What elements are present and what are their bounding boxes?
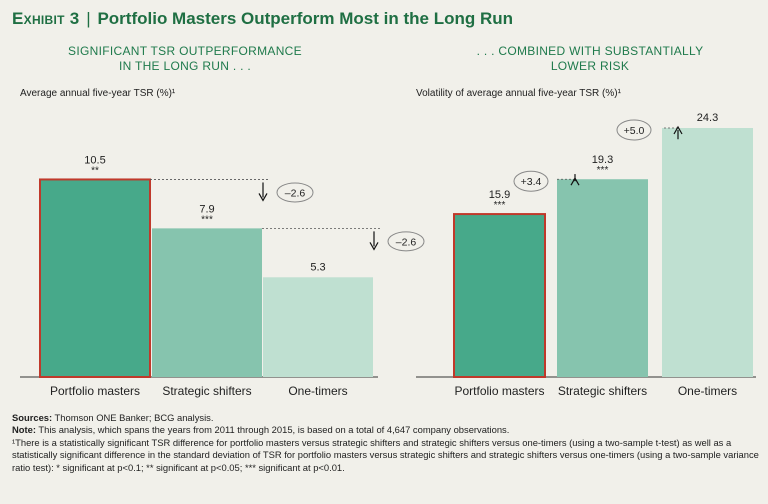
left-value-label: 7.9 — [199, 203, 214, 215]
footnote: ¹There is a statistically significant TS… — [12, 436, 759, 473]
right-bar-one-timers — [662, 128, 753, 377]
right-value-label: 19.3 — [592, 154, 613, 166]
left-significance-label: ** — [91, 165, 99, 176]
right-value-label: 15.9 — [489, 189, 510, 201]
sources-label: Sources: — [12, 412, 53, 423]
right-delta-oval — [513, 170, 549, 192]
right-chart-title-line: . . . COMBINED WITH SUBSTANTIALLY — [476, 44, 704, 58]
note-text: This analysis, which spans the years fro… — [35, 424, 510, 436]
sources-text: Thomson ONE Banker; BCG analysis. — [52, 412, 214, 423]
left-category-label: Strategic shifters — [162, 384, 251, 398]
left-category-label: One-timers — [288, 384, 347, 398]
left-significance-label: *** — [201, 214, 213, 225]
left-delta-label: –2.6 — [285, 187, 306, 199]
note-label: Note: — [12, 424, 36, 436]
right-bar-portfolio-masters — [453, 213, 546, 378]
right-category-label: One-timers — [678, 384, 737, 398]
right-chart-title-line: LOWER RISK — [550, 59, 630, 73]
left-bar-strategic-shifters — [152, 228, 262, 377]
left-arrow-head — [258, 193, 268, 202]
exhibit-title: Exhibit 3 | Portfolio Masters Outperform… — [12, 9, 513, 29]
footer-notes: Sources: Thomson ONE Banker; BCG analysi… — [12, 412, 760, 474]
left-category-label: Portfolio masters — [50, 384, 140, 398]
left-chart-title: SIGNIFICANT TSR OUTPERFORMANCE IN THE LO… — [60, 44, 310, 74]
exhibit-number: Exhibit 3 — [12, 9, 80, 28]
left-chart-title-line: SIGNIFICANT TSR OUTPERFORMANCE — [68, 44, 302, 58]
right-delta-oval — [616, 119, 652, 141]
sources-line: Sources: Thomson ONE Banker; BCG analysi… — [12, 412, 760, 424]
left-bar-one-timers — [263, 277, 373, 377]
left-delta-label: –2.6 — [396, 236, 417, 248]
right-bar-strategic-shifters — [557, 179, 648, 377]
right-chart-y-label: Volatility of average annual five-year T… — [416, 88, 621, 99]
left-arrow-head — [369, 242, 379, 251]
left-chart-title-line: IN THE LONG RUN . . . — [118, 59, 252, 73]
note-line: Note: This analysis, which spans the yea… — [12, 424, 760, 436]
title-separator: | — [86, 9, 91, 28]
left-delta-oval — [276, 182, 314, 203]
right-value-label: 24.3 — [697, 112, 718, 124]
left-bar-portfolio-masters — [39, 178, 151, 378]
right-arrow-head — [570, 177, 580, 186]
left-value-label: 5.3 — [310, 261, 325, 273]
right-category-label: Portfolio masters — [454, 384, 544, 398]
right-arrow-head — [673, 125, 683, 135]
right-significance-label: *** — [494, 200, 506, 211]
exhibit-title-text: Portfolio Masters Outperform Most in the… — [97, 9, 513, 28]
right-significance-label: *** — [597, 165, 609, 176]
right-delta-label: +3.4 — [521, 176, 542, 188]
left-delta-oval — [387, 231, 425, 252]
right-delta-label: +5.0 — [624, 125, 645, 137]
left-value-label: 10.5 — [84, 154, 105, 166]
right-category-label: Strategic shifters — [558, 384, 647, 398]
right-chart-title: . . . COMBINED WITH SUBSTANTIALLY LOWER … — [460, 44, 720, 74]
left-chart-y-label: Average annual five-year TSR (%)¹ — [20, 88, 176, 99]
